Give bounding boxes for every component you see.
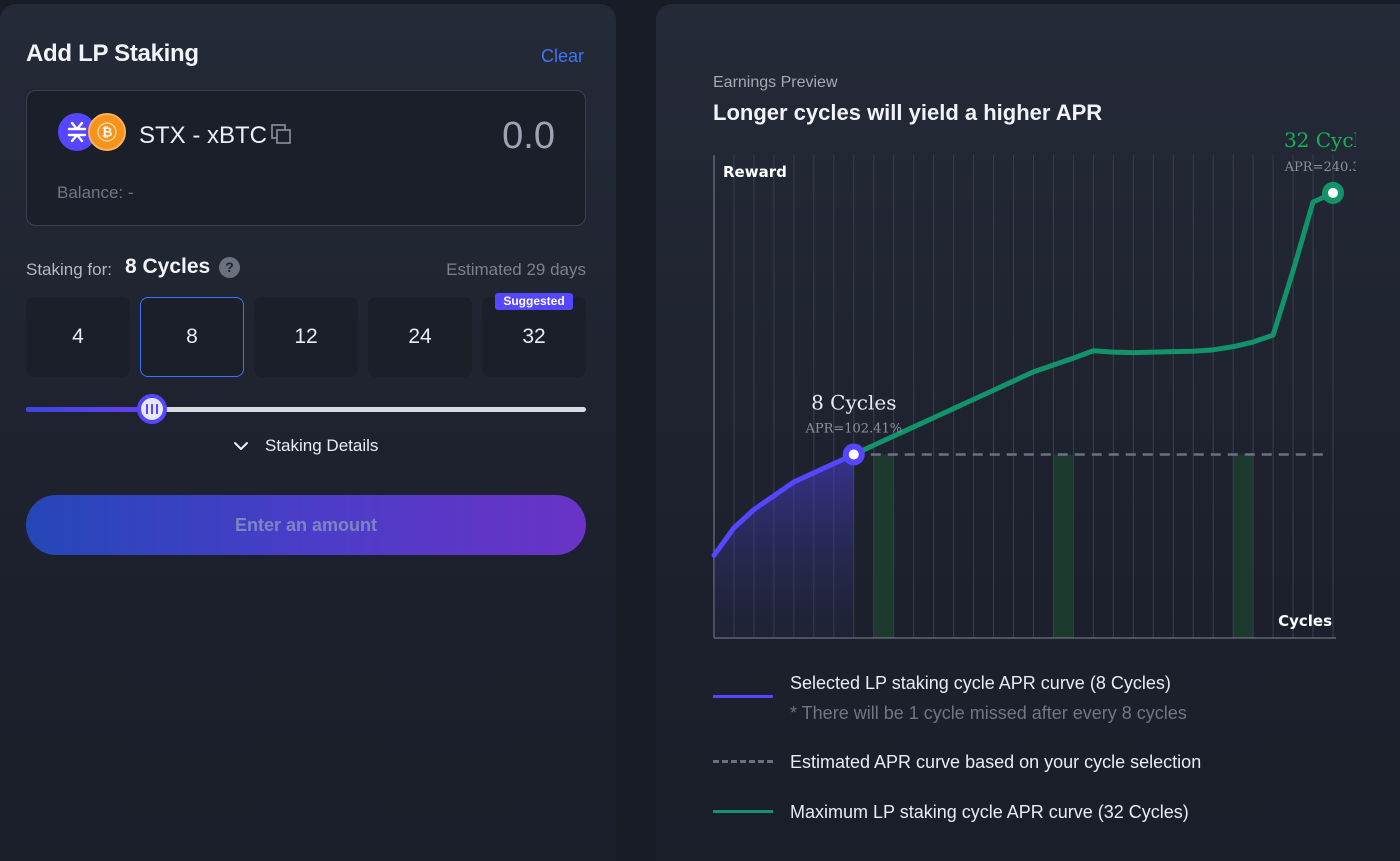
- enter-amount-button[interactable]: Enter an amount: [26, 495, 586, 555]
- legend-note-selected: * There will be 1 cycle missed after eve…: [790, 703, 1187, 723]
- annotation-point-center-8: [848, 449, 859, 460]
- y-axis-label: Reward: [723, 163, 787, 181]
- x-axis-label: Cycles: [1278, 612, 1332, 630]
- cycle-option-12[interactable]: 12: [254, 297, 358, 377]
- legend-line-maximum: [713, 810, 773, 813]
- earnings-preview-title: Longer cycles will yield a higher APR: [713, 100, 1103, 125]
- token-input-card[interactable]: ₿ STX - xBTC 0.0 Balance: -: [26, 90, 586, 226]
- btc-icon: ₿: [88, 113, 126, 151]
- apr-chart: Reward Cycles 8 Cycles APR=102.41% 32 Cycles…: [711, 128, 1356, 639]
- estimated-days: Estimated 29 days: [446, 260, 586, 279]
- legend-text-selected: Selected LP staking cycle APR curve (8 C…: [790, 673, 1171, 693]
- amount-input[interactable]: 0.0: [502, 115, 555, 157]
- clear-button[interactable]: Clear: [541, 46, 585, 66]
- cycle-option-8[interactable]: 8: [140, 297, 244, 377]
- annotation-apr-32: APR=240.34%: [1284, 160, 1356, 175]
- earnings-preview-label: Earnings Preview: [713, 74, 838, 91]
- cycle-option-32[interactable]: 32: [482, 297, 586, 377]
- annotation-label-32: 32 Cycles: [1284, 128, 1356, 152]
- staking-for-label: Staking for:: [26, 260, 112, 279]
- legend-line-estimated: [713, 760, 773, 763]
- annotation-label-8: 8 Cycles: [811, 390, 896, 414]
- suggested-badge: Suggested: [495, 293, 573, 310]
- legend-line-selected: [713, 695, 773, 698]
- selected-apr-line: [711, 451, 857, 558]
- panel-title: Add LP Staking: [26, 40, 199, 67]
- token-pair-name: STX - xBTC: [139, 122, 268, 149]
- staking-cycles-value: 8 Cycles: [125, 255, 211, 278]
- annotation-point-center-32: [1328, 187, 1338, 198]
- svg-text:₿: ₿: [102, 126, 113, 141]
- add-lp-staking-panel: Add LP Staking Clear ₿ STX - xBTC 0.0 Ba…: [0, 4, 616, 861]
- selected-area: [714, 454, 854, 638]
- staking-details-label: Staking Details: [265, 436, 379, 455]
- missed-cycle-bar-3: [1232, 454, 1253, 638]
- staking-details-toggle[interactable]: Staking Details: [232, 436, 378, 456]
- chevron-down-icon: [234, 442, 248, 450]
- help-icon[interactable]: ?: [219, 257, 240, 278]
- annotation-apr-8: APR=102.41%: [804, 421, 902, 436]
- cycle-option-24[interactable]: 24: [368, 297, 472, 377]
- cycle-slider-fill: [26, 407, 152, 412]
- earnings-preview-panel: Earnings Preview Longer cycles will yiel…: [656, 4, 1400, 861]
- missed-cycle-bar-2: [1052, 454, 1073, 638]
- maximum-apr-line: [851, 190, 1336, 457]
- cycle-option-4[interactable]: 4: [26, 297, 130, 377]
- cycle-slider-handle[interactable]: [137, 394, 167, 424]
- cycle-slider-track[interactable]: [26, 407, 586, 412]
- copy-icon[interactable]: [270, 123, 292, 145]
- legend-text-estimated: Estimated APR curve based on your cycle …: [790, 752, 1202, 772]
- legend-text-maximum: Maximum LP staking cycle APR curve (32 C…: [790, 802, 1189, 822]
- balance-text: Balance: -: [57, 183, 134, 202]
- missed-cycle-bar-1: [873, 454, 894, 638]
